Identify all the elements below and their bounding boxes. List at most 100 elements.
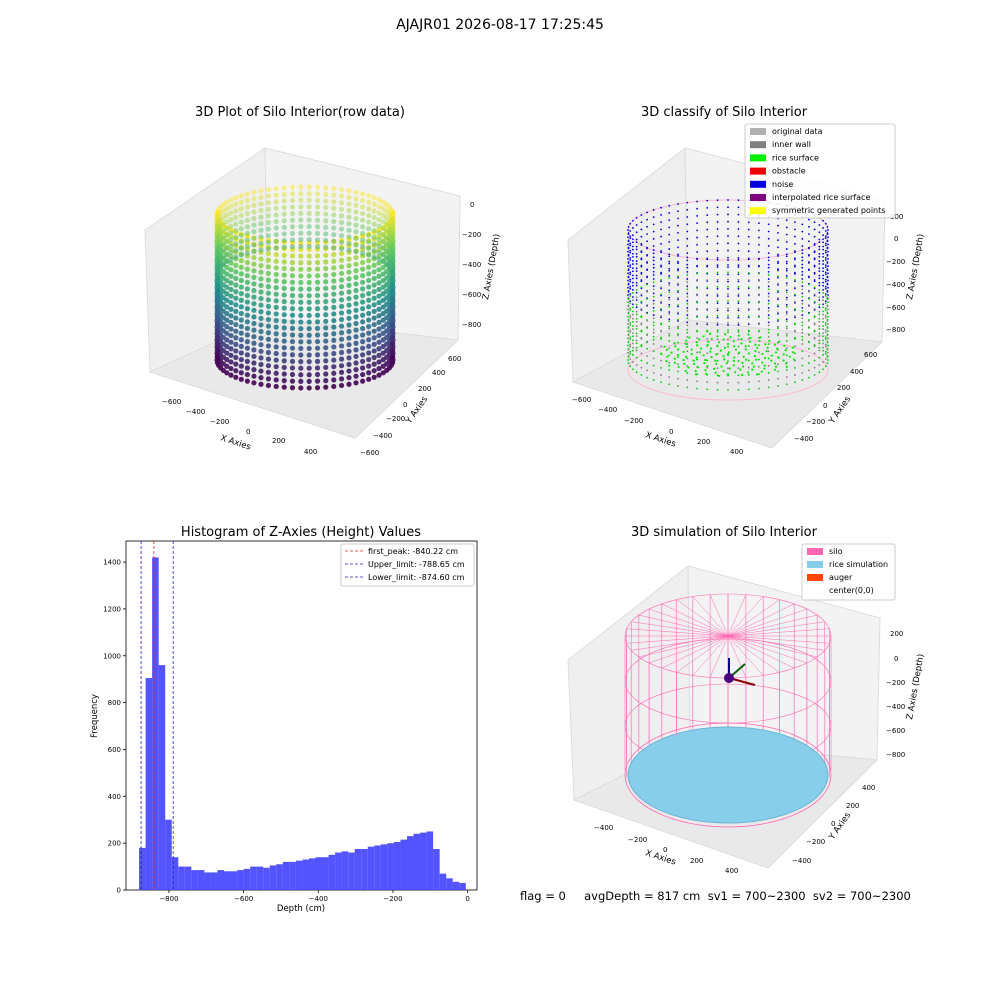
classified-point xyxy=(822,320,825,323)
auger-center xyxy=(724,673,734,683)
raw-point xyxy=(366,317,372,323)
classified-point xyxy=(818,349,821,352)
classified-point xyxy=(646,334,648,337)
raw-point xyxy=(323,252,329,258)
raw-point xyxy=(323,191,329,197)
raw-point xyxy=(273,205,279,211)
silo-roof-wire xyxy=(727,614,818,637)
classified-point xyxy=(794,301,796,304)
raw-point xyxy=(323,338,329,344)
rice-surface-point xyxy=(665,348,669,351)
classified-point xyxy=(813,293,816,296)
rice-surface-point xyxy=(722,338,725,341)
raw-point xyxy=(353,229,359,235)
raw-point xyxy=(265,303,272,309)
classified-point xyxy=(777,239,779,242)
raw-point xyxy=(376,217,382,223)
classified-point xyxy=(822,328,825,330)
raw-point xyxy=(258,302,264,308)
rice-surface-point xyxy=(744,345,747,348)
panel-histogram: Histogram of Z-Axies (Height) Values −80… xyxy=(90,525,478,914)
raw-point xyxy=(331,212,337,218)
raw-point xyxy=(323,272,329,278)
raw-point xyxy=(360,217,366,223)
classified-point xyxy=(677,305,679,308)
classified-point xyxy=(727,307,729,310)
classified-point xyxy=(818,356,821,359)
classified-point xyxy=(646,362,648,365)
classified-point xyxy=(824,285,827,288)
raw-point xyxy=(323,378,329,384)
classified-point xyxy=(785,253,788,256)
classified-point xyxy=(646,269,648,272)
classified-point xyxy=(631,277,634,280)
p4-xtick-4: 200 xyxy=(690,857,703,865)
p2-ytick-2: −200 xyxy=(806,418,825,426)
sim-title: 3D simulation of Silo Interior xyxy=(631,525,818,540)
hist-bar xyxy=(250,866,257,890)
raw-point xyxy=(346,315,352,321)
raw-point xyxy=(244,259,250,266)
classified-point xyxy=(777,282,779,285)
hist-bar xyxy=(374,845,381,890)
p4-ztick-3: −200 xyxy=(886,679,905,687)
rice-surface-point xyxy=(708,332,712,336)
classified-point xyxy=(767,237,770,240)
raw-point xyxy=(281,371,287,377)
raw-point xyxy=(338,239,345,245)
rice-surface-point xyxy=(742,355,745,358)
rice-surface-point xyxy=(694,373,698,376)
classified-point xyxy=(660,323,662,326)
classified-point xyxy=(716,331,719,333)
raw-point xyxy=(281,384,287,390)
raw-point xyxy=(251,314,257,320)
p4-xlabel: X Axies xyxy=(644,848,677,867)
rice-surface-point xyxy=(766,346,769,349)
classified-point xyxy=(686,299,689,302)
raw-point xyxy=(258,207,264,214)
rice-surface-point xyxy=(733,356,736,359)
raw-point xyxy=(298,352,304,358)
classified-point xyxy=(794,235,796,238)
raw-point xyxy=(281,191,287,197)
raw-point xyxy=(238,258,244,264)
raw-point xyxy=(273,218,279,225)
rice-surface-point xyxy=(726,373,730,376)
raw-point xyxy=(233,321,239,328)
rice-surface-point xyxy=(758,339,761,342)
raw-point xyxy=(306,385,312,391)
raw-point xyxy=(251,235,257,241)
classified-point xyxy=(686,281,689,283)
raw-point xyxy=(376,230,382,236)
rice-surface-point xyxy=(676,353,679,357)
raw-point xyxy=(314,332,321,338)
classified-point xyxy=(646,298,648,300)
raw-point xyxy=(238,193,244,199)
raw-point xyxy=(338,316,345,323)
classified-point xyxy=(660,366,662,369)
classified-point xyxy=(631,332,634,335)
raw-point xyxy=(233,228,239,234)
rice-surface-point xyxy=(673,361,677,364)
classified-point xyxy=(635,277,638,280)
classified-point xyxy=(652,321,655,324)
classified-point xyxy=(818,310,821,313)
classified-point xyxy=(801,288,804,291)
raw-point xyxy=(281,318,287,324)
raw-point xyxy=(258,342,264,348)
rice-surface-point xyxy=(763,364,766,367)
classified-point xyxy=(686,302,689,305)
raw-point xyxy=(298,326,304,332)
classified-point xyxy=(629,251,632,254)
raw-point xyxy=(306,204,312,210)
raw-point xyxy=(238,284,244,290)
raw-point xyxy=(390,302,396,308)
classified-point xyxy=(758,294,760,297)
raw-point xyxy=(346,263,352,269)
raw-point xyxy=(376,286,382,293)
raw-point xyxy=(338,290,345,296)
rice-surface-point xyxy=(759,336,762,339)
classified-point xyxy=(758,308,760,311)
raw-point xyxy=(376,365,382,372)
